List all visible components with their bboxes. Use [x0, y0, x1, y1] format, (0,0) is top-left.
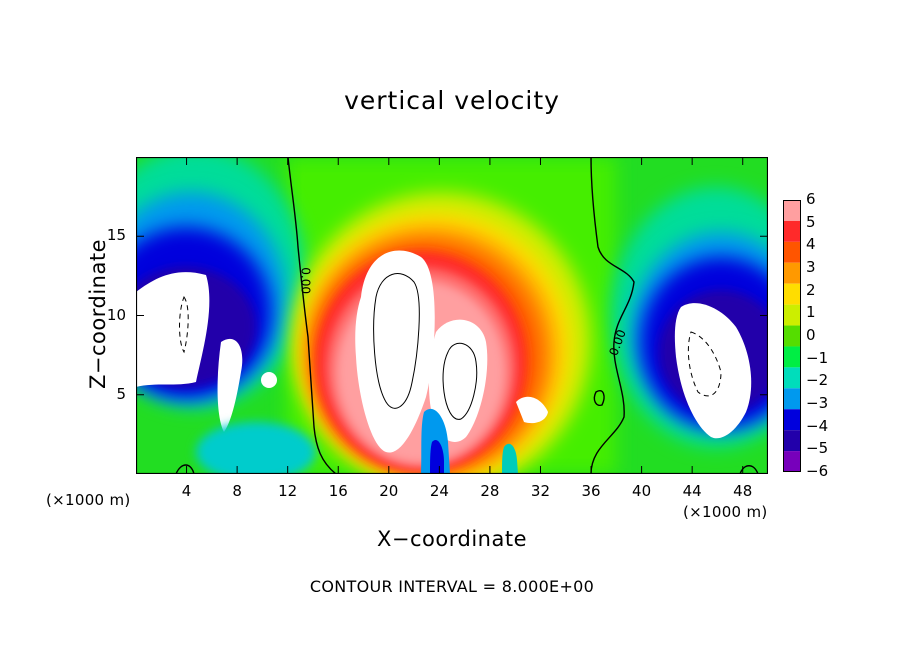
x-tick-label: 16 — [328, 482, 348, 500]
right-downdraft — [611, 187, 768, 447]
colorbar-frame — [783, 200, 801, 472]
x-unit-right: (×1000 m) — [683, 503, 768, 521]
colorbar-swatch — [783, 200, 801, 221]
colorbar-tick-label: −2 — [806, 371, 829, 390]
colorbar-tick-label: 4 — [806, 235, 816, 254]
colorbar-tick-label: 3 — [806, 258, 816, 276]
colorbar-swatch — [783, 367, 801, 389]
colorbar-tick-label: 0 — [806, 326, 816, 344]
plot-area: 0.000.00 — [136, 157, 768, 474]
x-tick-label: 40 — [632, 482, 652, 500]
y-tick-label: 15 — [106, 226, 126, 245]
colorbar-tick-label: −5 — [806, 439, 829, 458]
x-axis-label: X−coordinate — [377, 527, 527, 551]
colorbar-tick-label: −3 — [806, 394, 829, 412]
x-tick-label: 32 — [530, 482, 551, 500]
colorbar-swatch — [783, 220, 801, 242]
colorbar-tick-label: 5 — [806, 212, 816, 231]
colorbar-swatch — [783, 388, 801, 410]
colorbar-tick-label: −1 — [806, 348, 829, 367]
colorbar-swatch — [783, 325, 801, 347]
x-tick-label: 8 — [232, 482, 242, 500]
chart-title: vertical velocity — [344, 86, 560, 115]
colorbar-tick-label: 1 — [806, 303, 816, 322]
contour-interval-note: CONTOUR INTERVAL = 8.000E+00 — [309, 577, 595, 596]
x-tick-label: 4 — [181, 482, 192, 500]
x-tick-label: 48 — [733, 482, 753, 500]
x-tick-label: 28 — [480, 482, 500, 500]
colorbar-swatch — [783, 346, 801, 368]
y-axis-label: Z−coordinate — [86, 239, 110, 389]
colorbar-swatch — [783, 283, 801, 305]
colorbar — [783, 200, 801, 472]
colorbar-swatch — [783, 451, 801, 472]
colorbar-tick-label: 2 — [806, 280, 816, 299]
contour-label: 0.00 — [299, 267, 313, 294]
colorbar-swatch — [783, 430, 801, 452]
colorbar-tick-label: −6 — [806, 462, 829, 480]
colorbar-swatch — [783, 304, 801, 326]
colorbar-swatch — [783, 241, 801, 263]
x-tick-label: 12 — [278, 482, 298, 500]
colorbar-swatch — [783, 409, 801, 431]
y-tick-label: 5 — [116, 384, 126, 403]
left-downdraft — [136, 157, 316, 474]
x-unit-left: (×1000 m) — [46, 491, 131, 509]
colorbar-tick-label: 6 — [806, 190, 816, 208]
x-tick-label: 24 — [429, 482, 449, 500]
x-tick-label: 20 — [379, 482, 399, 500]
x-tick-marks — [186, 157, 744, 474]
colorbar-swatch — [783, 262, 801, 284]
low-downdrafts — [421, 408, 518, 474]
x-tick-label: 44 — [682, 482, 702, 500]
central-updraft — [291, 192, 591, 474]
y-tick-marks — [136, 235, 768, 396]
zero-contours — [175, 157, 759, 474]
x-tick-label: 36 — [581, 482, 601, 500]
y-tick-label: 10 — [106, 305, 126, 324]
colorbar-tick-label: −4 — [806, 416, 829, 435]
